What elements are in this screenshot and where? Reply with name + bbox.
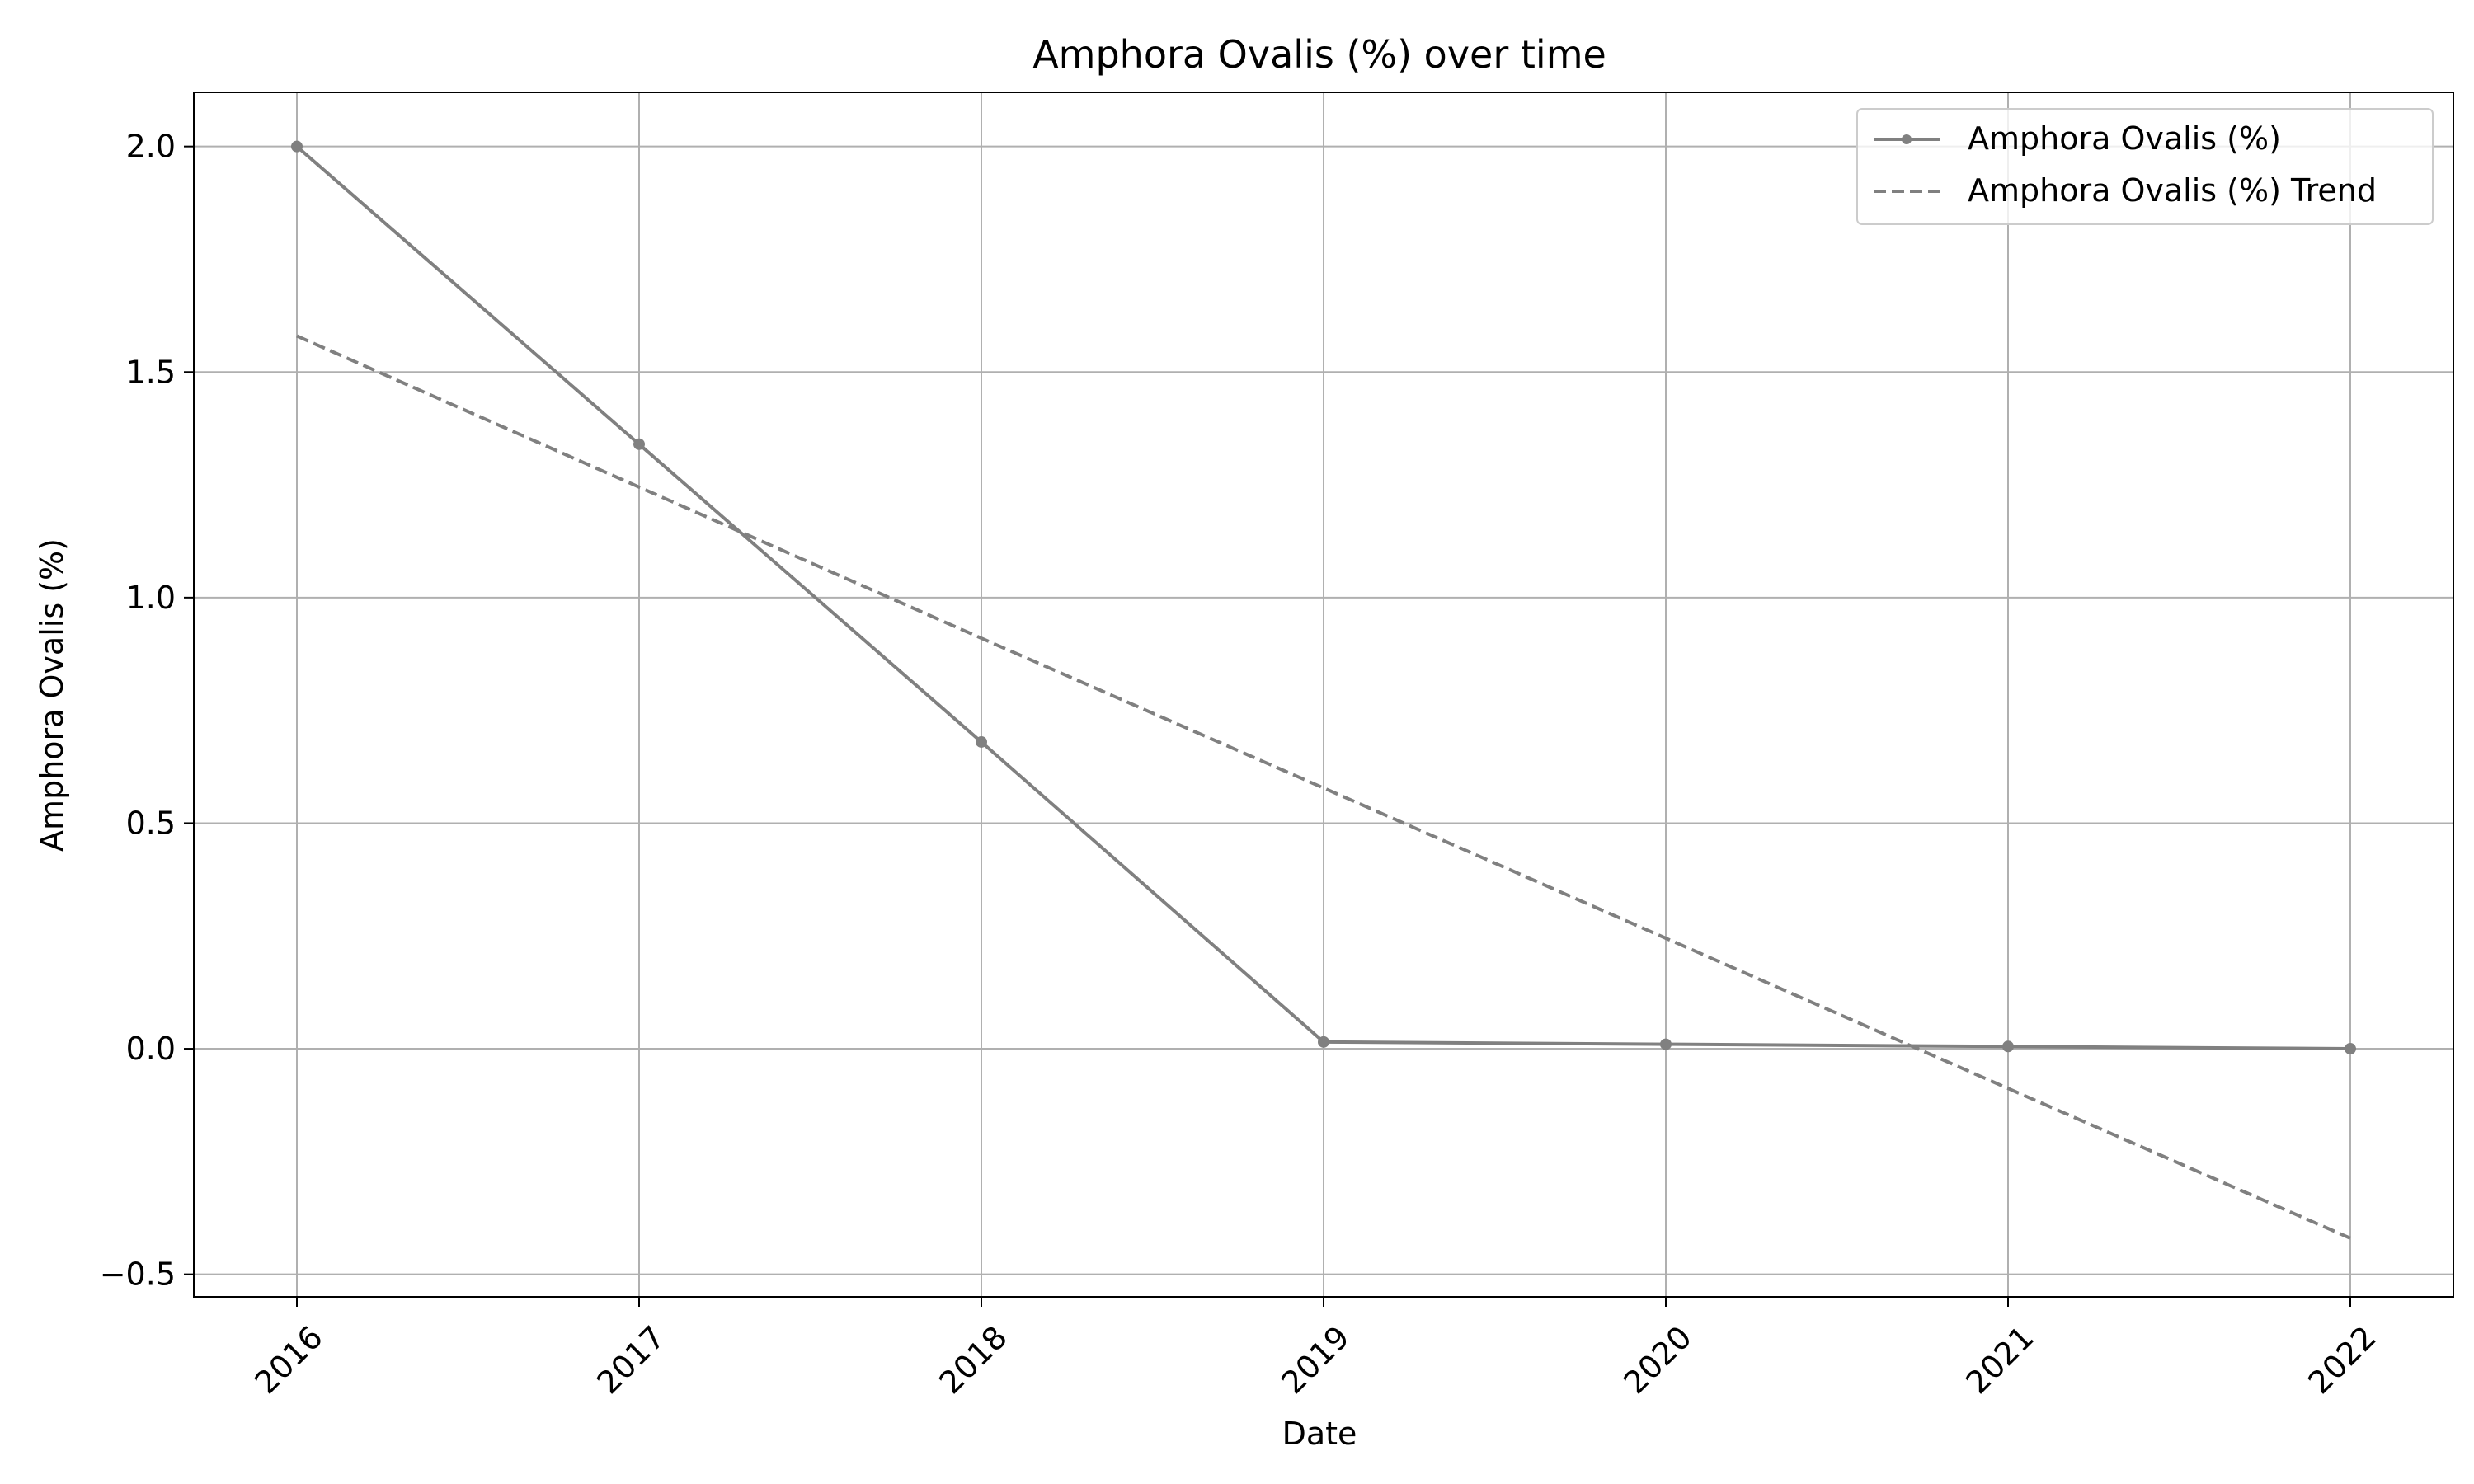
legend-label-actual: Amphora Ovalis (%): [1968, 120, 2281, 157]
series-line-trend: [296, 334, 2351, 1240]
data-point: [976, 735, 987, 748]
grid: [194, 92, 2453, 1297]
legend: Amphora Ovalis (%) Amphora Ovalis (%) Tr…: [1856, 108, 2434, 225]
y-tick-label: 1.5: [126, 354, 176, 390]
y-tick-label: −0.5: [100, 1256, 176, 1293]
data-point: [2002, 1040, 2014, 1053]
data-point: [2345, 1043, 2356, 1055]
x-axis-label: Date: [1282, 1416, 1357, 1452]
data-point: [1660, 1038, 1672, 1050]
legend-box: [1856, 108, 2434, 225]
y-tick-label: 1.0: [126, 580, 176, 616]
y-tick-label: 0.5: [126, 805, 176, 841]
chart-title: Amphora Ovalis (%) over time: [1032, 32, 1606, 77]
data-point: [291, 140, 303, 153]
plot-series: [291, 140, 2356, 1240]
data-point: [1318, 1036, 1329, 1048]
data-point: [633, 438, 645, 450]
y-tick-label: 0.0: [126, 1031, 176, 1067]
legend-marker-actual: [1902, 134, 1912, 144]
legend-label-trend: Amphora Ovalis (%) Trend: [1968, 172, 2377, 209]
y-tick-label: 2.0: [126, 129, 176, 165]
y-axis-label: Amphora Ovalis (%): [34, 538, 70, 852]
